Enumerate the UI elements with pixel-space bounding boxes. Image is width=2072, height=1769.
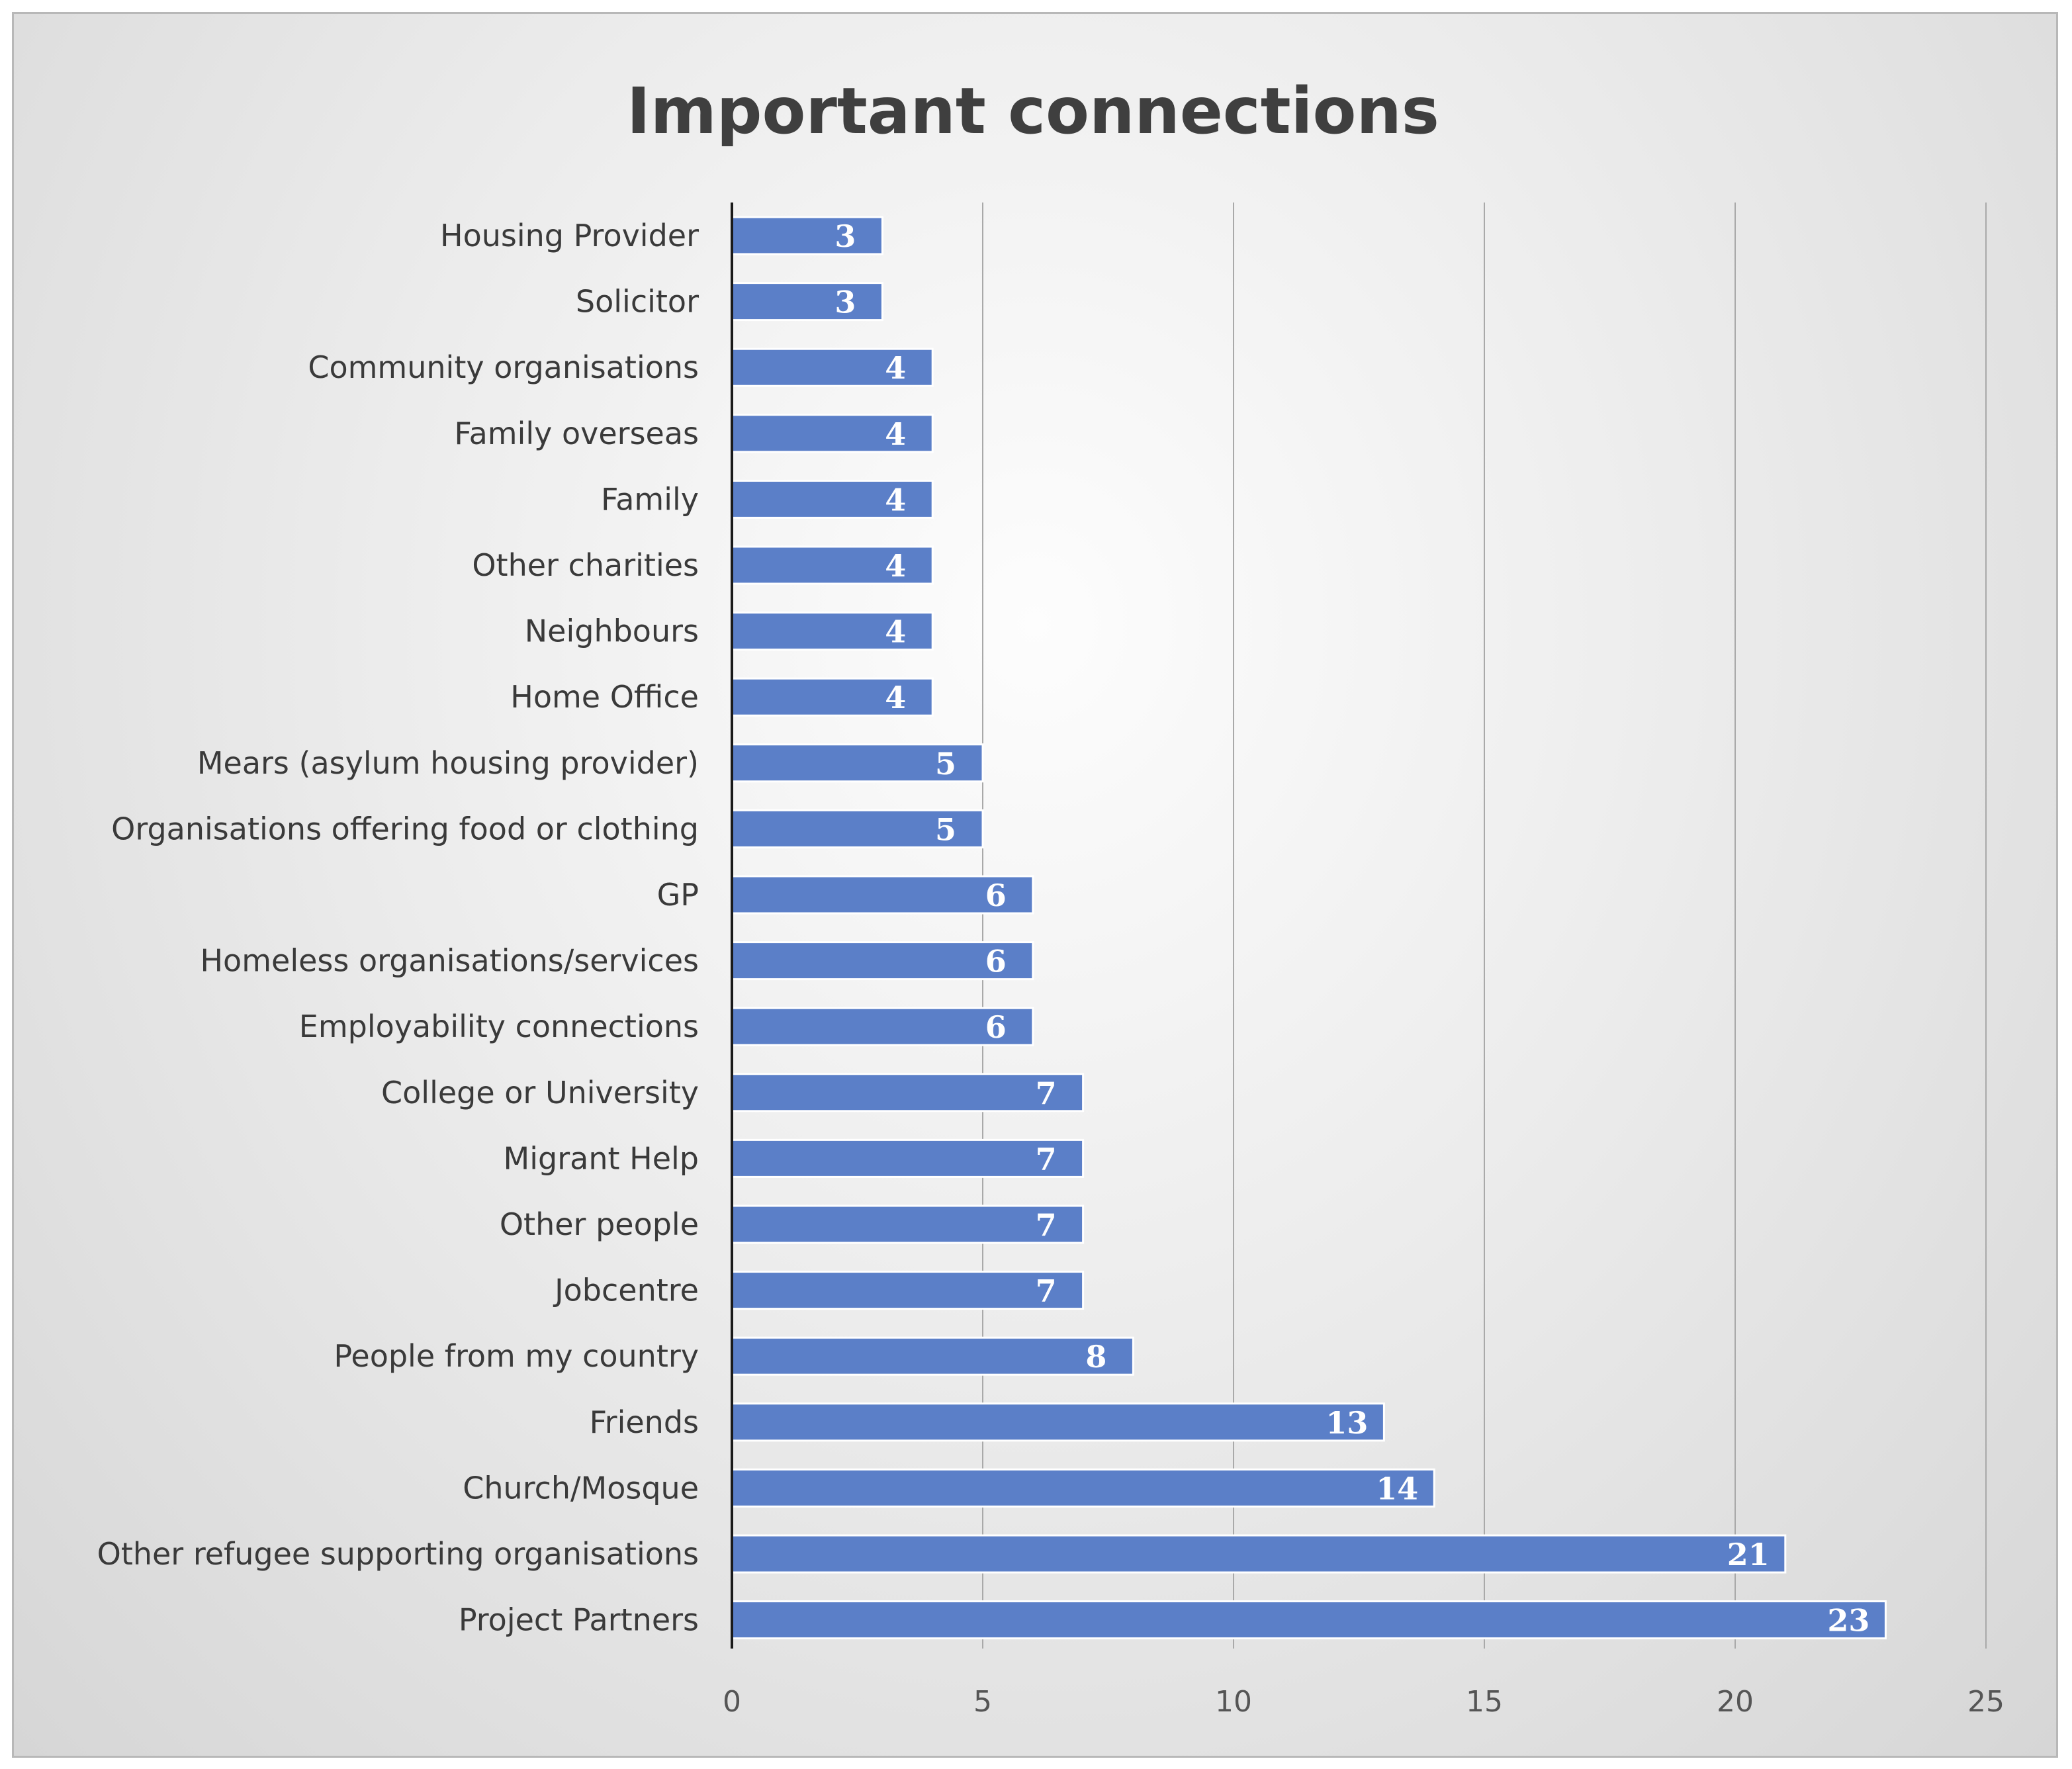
category-label: Family	[601, 481, 699, 517]
data-label: 8	[1085, 1339, 1106, 1375]
data-label: 3	[834, 218, 856, 254]
bar	[731, 1534, 1787, 1574]
bar	[731, 347, 934, 387]
category-label: People from my country	[334, 1338, 699, 1374]
category-label: Other charities	[472, 547, 699, 583]
bar	[731, 1073, 1085, 1112]
data-label: 5	[935, 811, 956, 847]
category-label: Neighbours	[525, 613, 699, 649]
category-label: Family overseas	[454, 416, 699, 451]
bar-chart: Important connections 334444445566677778…	[97, 74, 2004, 1719]
data-label: 23	[1827, 1603, 1869, 1639]
bar	[731, 282, 883, 322]
category-label: Employability connections	[299, 1009, 699, 1044]
x-tick-label: 5	[973, 1685, 992, 1719]
data-label: 7	[1036, 1075, 1057, 1111]
bar	[731, 1600, 1887, 1640]
data-label: 6	[985, 944, 1007, 979]
bar	[731, 612, 934, 651]
data-label: 6	[985, 878, 1007, 913]
data-label: 3	[834, 285, 856, 320]
x-tick-label: 0	[723, 1685, 741, 1719]
chart-title: Important connections	[627, 74, 1439, 148]
bar	[731, 809, 984, 848]
data-label: 4	[885, 548, 906, 584]
category-label: Migrant Help	[504, 1140, 699, 1176]
category-label: Community organisations	[308, 349, 699, 385]
category-label: GP	[657, 877, 699, 913]
bar	[731, 1402, 1385, 1442]
data-label: 4	[885, 680, 906, 715]
bar	[731, 216, 883, 255]
x-tick-label: 15	[1466, 1685, 1503, 1719]
bar	[731, 743, 984, 783]
bar	[731, 479, 934, 519]
category-label: Jobcentre	[553, 1273, 699, 1308]
category-label: College or University	[381, 1075, 699, 1111]
x-tick-label: 20	[1717, 1685, 1754, 1719]
bar	[731, 1138, 1085, 1178]
bar	[731, 545, 934, 585]
x-tick-labels: 0 5 10 15 20 25	[723, 1685, 2004, 1719]
category-label: Friends	[590, 1404, 699, 1440]
x-tick-label: 25	[1967, 1685, 2004, 1719]
data-label: 7	[1036, 1141, 1057, 1177]
data-label: 4	[885, 416, 906, 452]
category-labels: Housing Provider Solicitor Community organ…	[97, 218, 699, 1638]
category-label: Solicitor	[576, 284, 699, 320]
category-label: Other refugee supporting organisations	[97, 1536, 699, 1572]
category-label: Homeless organisations/services	[200, 943, 699, 979]
data-label: 4	[885, 350, 906, 386]
category-label: Project Partners	[459, 1602, 699, 1638]
category-label: Mears (asylum housing provider)	[197, 745, 699, 781]
bar	[731, 941, 1034, 981]
data-label: 4	[885, 614, 906, 650]
bar	[731, 677, 934, 717]
data-label: 7	[1036, 1207, 1057, 1243]
data-label: 13	[1326, 1405, 1368, 1441]
category-label: Organisations offering food or clothing	[111, 811, 699, 846]
bar	[731, 1204, 1085, 1244]
category-label: Home Office	[510, 679, 699, 715]
category-label: Church/Mosque	[463, 1470, 699, 1506]
data-label: 21	[1727, 1537, 1770, 1572]
x-tick-label: 10	[1215, 1685, 1252, 1719]
data-label: 6	[985, 1009, 1007, 1045]
data-label: 4	[885, 482, 906, 518]
bar	[731, 1336, 1134, 1376]
category-label: Housing Provider	[440, 218, 699, 253]
data-label: 14	[1376, 1471, 1418, 1506]
data-label: 5	[935, 746, 956, 782]
bar	[731, 1271, 1085, 1310]
bar	[731, 1007, 1034, 1046]
data-label: 7	[1036, 1273, 1057, 1309]
category-label: Other people	[500, 1206, 699, 1242]
bar	[731, 1468, 1435, 1508]
